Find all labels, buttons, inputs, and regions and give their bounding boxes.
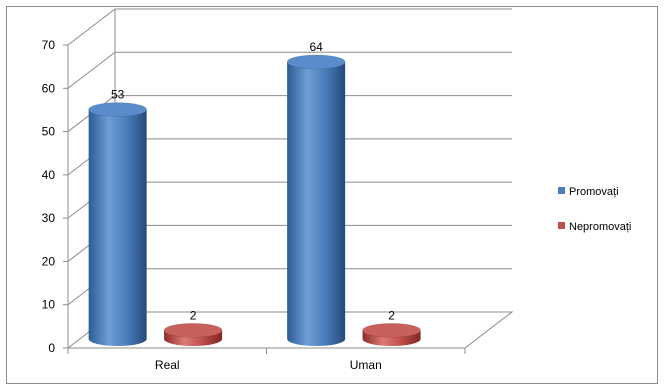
bar-top (163, 323, 223, 338)
gridline-depth (67, 51, 116, 89)
bar-body (287, 61, 346, 346)
data-label: 64 (309, 40, 323, 54)
y-tick-label: 30 (42, 211, 56, 225)
y-tick-label: 20 (42, 254, 56, 268)
bar-top (286, 54, 346, 70)
bar-promovați-uman (286, 54, 346, 346)
bar-top (88, 102, 147, 117)
y-tick-label: 60 (42, 81, 56, 95)
y-tick-label: 70 (42, 38, 56, 52)
legend-label: Nepromovați (569, 221, 631, 233)
bar-body (88, 109, 147, 346)
bar-promovați-real (88, 102, 147, 346)
legend-swatch (558, 222, 565, 229)
y-tick-label: 40 (42, 168, 56, 182)
bar-nepromovați-uman (362, 323, 421, 346)
chart-frame: 0 10 20 30 40 50 60 70 Real Uman 53 2 64 2 Promovați… (6, 6, 658, 384)
y-tick-label: 50 (42, 125, 56, 139)
x-tick-label: Uman (350, 358, 382, 372)
labels-layer: Real Uman 53 2 64 2 (111, 40, 395, 372)
data-label: 53 (111, 88, 125, 102)
bar-nepromovați-real (163, 323, 223, 346)
data-label: 2 (190, 308, 197, 322)
bars-layer (88, 54, 421, 346)
legend-label: Promovați (569, 186, 619, 198)
legend: Promovați Nepromovați (558, 186, 631, 233)
y-tick-label: 0 (48, 341, 55, 355)
gridline-depth (67, 8, 116, 46)
y-tick-label: 10 (42, 298, 56, 312)
x-tick-label: Real (155, 358, 180, 372)
bar-top (362, 323, 421, 338)
legend-swatch (558, 187, 565, 194)
data-label: 2 (388, 308, 395, 322)
cylinder-bar-chart: 0 10 20 30 40 50 60 70 Real Uman 53 2 64 2 Promovați… (42, 8, 631, 372)
